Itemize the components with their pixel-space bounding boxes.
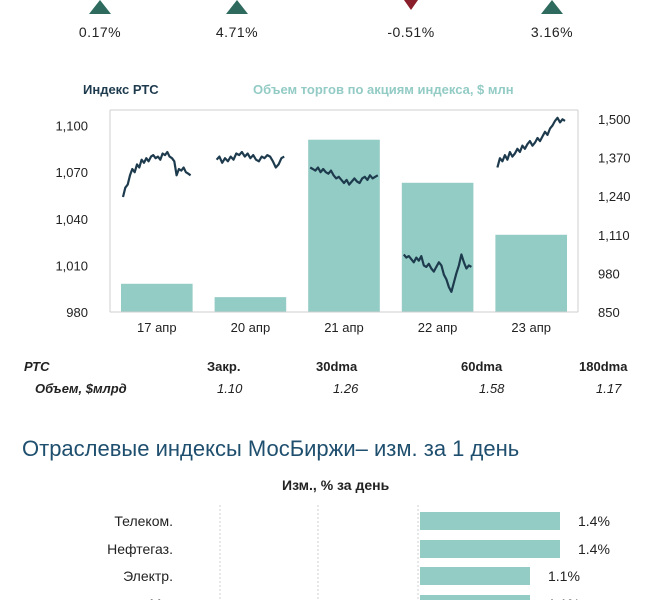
up-arrow-icon (89, 0, 111, 14)
up-arrow-icon (541, 0, 563, 14)
sector-bars: Телеком. 1.4% Нефтегаз. 1.4% Электр. 1.1% М...… (107, 512, 610, 600)
up-arrow-icon (226, 0, 248, 14)
change-value: -0.51% (387, 24, 435, 40)
volume-bar (495, 234, 567, 312)
sector-label: Нефтегаз. (107, 541, 173, 557)
right-axis-tick: 1,500 (598, 112, 631, 127)
change-value: 0.17% (78, 24, 122, 40)
chart-right-title: Объем торгов по акциям индекса, $ млн (253, 82, 514, 97)
left-axis-tick: 1,040 (55, 212, 88, 227)
rts-line-segment (309, 166, 379, 186)
x-axis-label: 23 апр (511, 320, 551, 335)
volume-bar (401, 182, 474, 312)
left-axis-tick: 1,100 (55, 119, 88, 134)
x-axis-label: 21 апр (324, 320, 364, 335)
sector-bar (420, 595, 530, 600)
volume-label: Объем, $млрд (35, 381, 127, 396)
sector-label: Телеком. (114, 513, 173, 529)
sector-chart-title: Изм., % за день (282, 477, 390, 493)
sector-value: 1.1% (548, 596, 580, 600)
left-axis-tick: 1,010 (55, 258, 88, 273)
rts-index-chart: 980 1,010 1,040 1,070 1,100 850 980 1,110 1,240… (55, 109, 631, 335)
x-axis-label: 17 апр (137, 320, 177, 335)
rts-line-segment (402, 253, 472, 293)
sector-value: 1.1% (548, 568, 580, 584)
volume-bar (214, 297, 287, 312)
right-axis-tick: 1,240 (598, 189, 631, 204)
chart-left-title: Индекс РТС (83, 82, 159, 97)
sector-label: М... (150, 596, 173, 600)
right-axis: 850 980 1,110 1,240 1,370 1,500 (598, 112, 631, 320)
volume-bar (121, 283, 193, 312)
rts-line-segment (121, 150, 192, 198)
x-axis-label: 22 апр (418, 320, 458, 335)
rts-line-segment (496, 116, 566, 168)
sector-bar (420, 567, 530, 585)
stat-header-60dma: 60dma (461, 359, 503, 374)
left-axis-tick: 1,070 (55, 165, 88, 180)
rts-lines (121, 116, 566, 293)
stat-value-60dma: 1.58 (479, 381, 505, 396)
down-arrow-icon (404, 0, 418, 10)
rts-line-segment (215, 150, 285, 169)
sector-value: 1.4% (578, 541, 610, 557)
right-axis-tick: 1,370 (598, 151, 631, 166)
stat-header-180dma: 180dma (579, 359, 628, 374)
x-axis-labels: 17 апр 20 апр 21 апр 22 апр 23 апр (137, 320, 551, 335)
right-axis-tick: 1,110 (598, 228, 630, 243)
section-title: Отраслевые индексы МосБиржи– изм. за 1 д… (22, 436, 520, 461)
stat-header-close: Закр. (207, 359, 241, 374)
stat-header-30dma: 30dma (316, 359, 358, 374)
sector-bar (420, 540, 560, 558)
change-value: 3.16% (530, 24, 574, 40)
rts-label: РТС (24, 359, 50, 374)
right-axis-tick: 980 (598, 266, 620, 281)
volume-bars (121, 139, 567, 312)
right-axis-tick: 850 (598, 305, 620, 320)
left-axis: 980 1,010 1,040 1,070 1,100 (55, 119, 88, 320)
stat-value-30dma: 1.26 (333, 381, 359, 396)
sector-label: Электр. (123, 568, 173, 584)
stat-value-close: 1.10 (217, 381, 243, 396)
sector-bar (420, 512, 560, 530)
change-value: 4.71% (215, 24, 259, 40)
volume-bar (308, 139, 380, 312)
stat-value-180dma: 1.17 (596, 381, 622, 396)
left-axis-tick: 980 (66, 305, 88, 320)
x-axis-label: 20 апр (231, 320, 271, 335)
sector-value: 1.4% (578, 513, 610, 529)
sector-bar-chart: Телеком. 1.4% Нефтегаз. 1.4% Электр. 1.1% М...… (107, 505, 610, 600)
